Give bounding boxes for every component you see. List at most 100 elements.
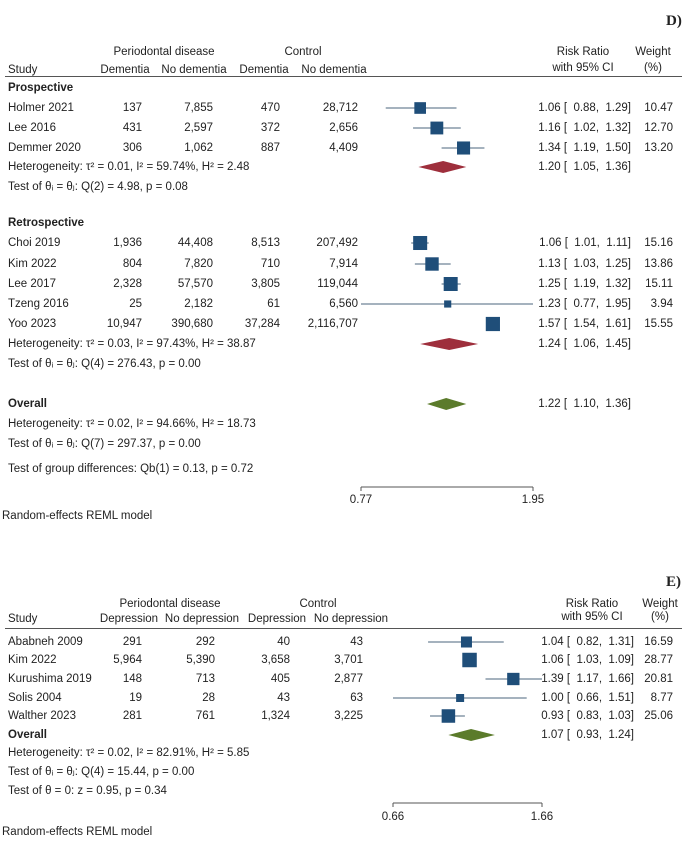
group-label: Prospective: [8, 82, 74, 94]
count-cell: 281: [122, 710, 142, 722]
study-marker: [507, 672, 520, 686]
study-label: Holmer 2021: [8, 102, 74, 114]
count-cell: 5,964: [113, 654, 142, 666]
header-risk-ratio: Risk Ratio: [565, 598, 619, 610]
count-cell: 804: [122, 258, 142, 270]
count-cell: 2,182: [184, 298, 213, 310]
count-cell: 61: [267, 298, 280, 310]
count-cell: 1,062: [184, 142, 213, 154]
count-cell: 710: [260, 258, 280, 270]
count-cell: 40: [277, 636, 290, 648]
summary-diamond: [418, 161, 467, 173]
stat-text: Test of θᵢ = θⱼ: Q(4) = 15.44, p = 0.00: [8, 766, 195, 778]
ci-text: 1.20 [ 1.05, 1.36]: [538, 161, 631, 173]
ci-text: 1.23 [ 0.77, 1.95]: [538, 298, 631, 310]
study-marker: [460, 636, 472, 648]
weight-text: 13.86: [644, 258, 673, 270]
count-cell: 137: [122, 102, 142, 114]
count-cell: 148: [122, 673, 142, 685]
ci-text: 1.06 [ 0.88, 1.29]: [538, 102, 631, 114]
count-cell: 1,324: [261, 710, 290, 722]
weight-text: 15.11: [645, 278, 673, 290]
study-marker: [444, 300, 452, 308]
count-cell: 3,225: [334, 710, 363, 722]
model-note: Random-effects REML model: [2, 826, 153, 838]
group-label: Overall: [8, 729, 47, 741]
stat-text: Test of θᵢ = θⱼ: Q(7) = 297.37, p = 0.00: [8, 438, 201, 450]
header-weight-unit: (%): [644, 62, 662, 74]
count-cell: 3,805: [251, 278, 280, 290]
count-cell: 19: [129, 692, 142, 704]
count-cell: 306: [122, 142, 142, 154]
count-cell: 2,328: [113, 278, 142, 290]
count-cell: 44,408: [177, 237, 213, 249]
header-column: No dementia: [301, 64, 367, 76]
count-cell: 119,044: [317, 278, 358, 290]
count-cell: 405: [270, 673, 290, 685]
summary-diamond: [420, 338, 479, 350]
count-cell: 37,284: [244, 318, 280, 330]
count-cell: 887: [260, 142, 280, 154]
stat-text: Heterogeneity: τ² = 0.02, I² = 94.66%, H…: [8, 418, 256, 430]
weight-text: 15.16: [644, 237, 673, 249]
stat-text: Heterogeneity: τ² = 0.03, I² = 97.43%, H…: [8, 338, 256, 350]
header-column: Depression: [247, 613, 307, 625]
header-column: Dementia: [239, 64, 289, 76]
weight-text: 25.06: [644, 710, 673, 722]
ci-text: 1.00 [ 0.66, 1.51]: [541, 692, 634, 704]
ci-text: 1.57 [ 1.54, 1.61]: [538, 318, 631, 330]
count-cell: 2,116,707: [307, 318, 358, 330]
header-ci: with 95% CI: [552, 62, 614, 74]
header-study: Study: [8, 613, 38, 625]
count-cell: 10,947: [106, 318, 142, 330]
study-label: Kim 2022: [8, 654, 57, 666]
study-label: Yoo 2023: [8, 318, 57, 330]
header-column: No dementia: [161, 64, 227, 76]
header-group-control: Control: [299, 598, 337, 610]
study-marker: [485, 316, 500, 332]
study-marker: [425, 257, 439, 271]
count-cell: 2,877: [334, 673, 363, 685]
ci-text: 1.24 [ 1.06, 1.45]: [538, 338, 631, 350]
count-cell: 3,701: [334, 654, 363, 666]
header-ci: with 95% CI: [561, 611, 623, 623]
count-cell: 28,712: [322, 102, 358, 114]
weight-text: 13.20: [644, 142, 673, 154]
header-group-exposed: Periodontal disease: [113, 46, 215, 58]
study-marker: [457, 141, 471, 155]
x-tick-label: 0.66: [381, 811, 405, 823]
count-cell: 4,409: [329, 142, 358, 154]
header-group-control: Control: [284, 46, 322, 58]
header-group-exposed: Periodontal disease: [119, 598, 221, 610]
count-cell: 292: [195, 636, 215, 648]
ci-text: 0.93 [ 0.83, 1.03]: [541, 710, 634, 722]
study-marker: [414, 102, 426, 114]
count-cell: 7,914: [329, 258, 358, 270]
stat-text: Heterogeneity: τ² = 0.02, I² = 82.91%, H…: [8, 747, 250, 759]
header-weight-unit: (%): [651, 611, 669, 623]
ci-text: 1.13 [ 1.03, 1.25]: [538, 258, 631, 270]
panel-label: D): [666, 13, 682, 29]
count-cell: 2,597: [184, 122, 213, 134]
weight-text: 12.70: [644, 122, 673, 134]
ci-text: 1.16 [ 1.02, 1.32]: [538, 122, 631, 134]
count-cell: 25: [129, 298, 142, 310]
count-cell: 43: [350, 636, 363, 648]
header-rule: [5, 628, 682, 629]
header-weight: Weight: [642, 598, 678, 610]
ci-text: 1.22 [ 1.10, 1.36]: [538, 398, 631, 410]
study-marker: [456, 694, 465, 702]
study-label: Kim 2022: [8, 258, 57, 270]
study-label: Tzeng 2016: [8, 298, 69, 310]
study-label: Solis 2004: [8, 692, 62, 704]
header-column: Dementia: [100, 64, 150, 76]
study-label: Lee 2017: [8, 278, 56, 290]
weight-text: 16.59: [644, 636, 673, 648]
study-label: Choi 2019: [8, 237, 61, 249]
study-label: Walther 2023: [8, 710, 76, 722]
ci-text: 1.04 [ 0.82, 1.31]: [541, 636, 634, 648]
summary-diamond: [448, 729, 495, 741]
ci-text: 1.06 [ 1.01, 1.11]: [539, 237, 631, 249]
study-marker: [441, 709, 456, 723]
count-cell: 1,936: [113, 237, 142, 249]
